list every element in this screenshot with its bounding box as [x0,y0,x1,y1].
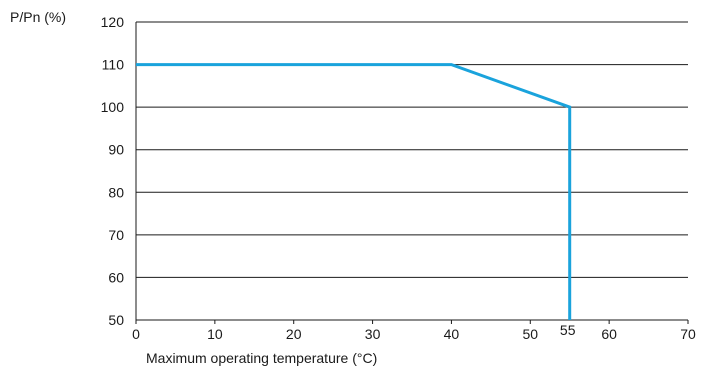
y-axis-label: P/Pn (%) [10,9,66,25]
x-tick-label-40: 40 [444,326,460,342]
y-tick-label-80: 80 [108,184,124,200]
x-tick-label-10: 10 [207,326,223,342]
y-tick-label-90: 90 [108,142,124,158]
x-tick-label-60: 60 [601,326,617,342]
y-tick-label-100: 100 [101,99,125,115]
series-group [136,63,572,320]
y-tick-labels: 50 60 70 80 90 100 110 120 [101,14,125,328]
series-line-0 [136,63,572,320]
y-tick-label-50: 50 [108,312,124,328]
y-tick-label-110: 110 [102,57,125,73]
x-tick-label-70: 70 [680,326,696,342]
y-tick-label-60: 60 [108,269,124,285]
x-tick-labels: 0 10 20 30 40 50 60 70 55 [132,322,696,342]
x-tick-label-0: 0 [132,326,140,342]
x-tick-label-20: 20 [286,326,302,342]
gridlines [136,21,688,278]
x-tick-label-30: 30 [365,326,381,342]
y-tick-label-70: 70 [108,227,124,243]
axes [135,22,689,324]
x-tick-label-55: 55 [560,322,576,338]
x-tick-label-50: 50 [522,326,538,342]
y-tick-label-120: 120 [101,14,125,30]
x-axis-label: Maximum operating temperature (°C) [146,350,377,366]
